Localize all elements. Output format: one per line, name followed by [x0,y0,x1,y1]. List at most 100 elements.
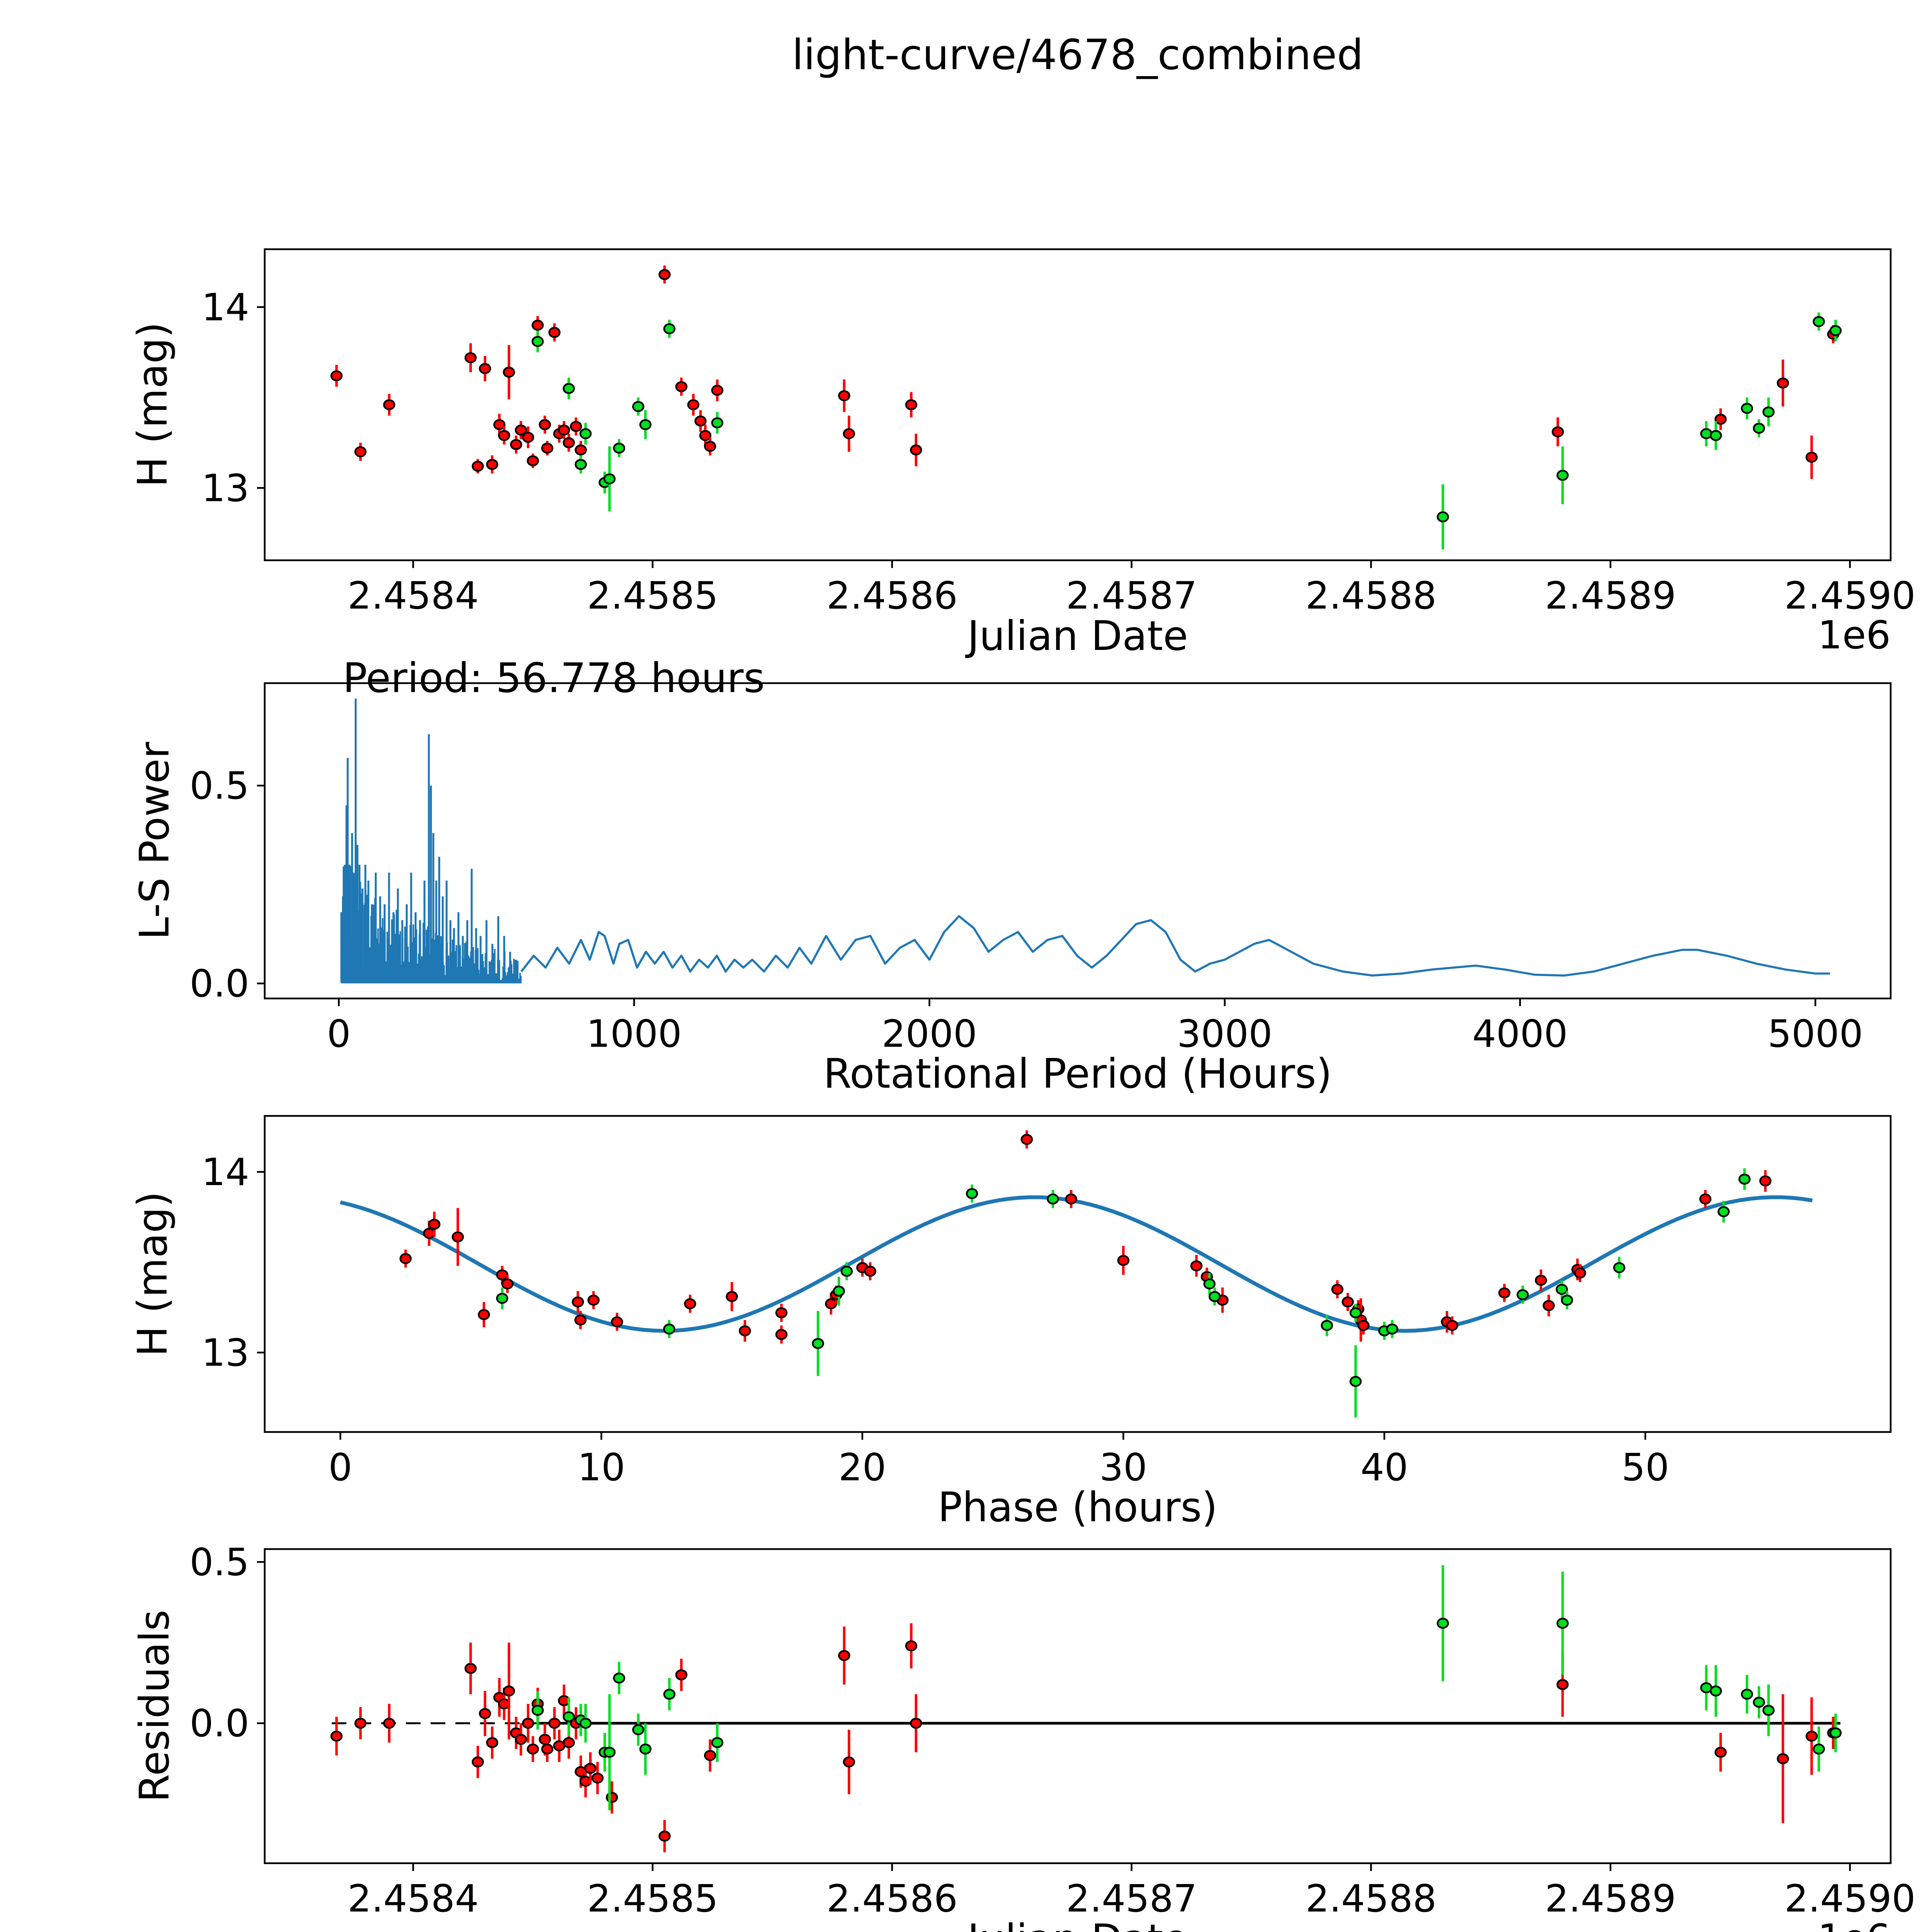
data-point-green [1437,511,1449,522]
data-point-green [1753,423,1765,434]
data-point-red [574,1314,587,1326]
data-point-green [1762,1705,1775,1716]
data-point-green [1762,406,1775,418]
data-point-green [579,428,592,439]
data-point-green [1516,1289,1529,1301]
data-point-red [1117,1255,1129,1266]
data-point-red [383,1718,396,1729]
data-point-green [1741,403,1753,414]
data-point-red [704,440,716,452]
data-point-green [575,459,587,470]
data-point-red [486,459,498,470]
data-point-green [1829,325,1842,336]
period-annotation: Period: 56.778 hours [343,655,765,702]
data-point-green [603,1747,616,1758]
data-point-red [527,1743,539,1755]
data-point-red [775,1329,788,1340]
x-tick-label: 1000 [587,1012,682,1056]
data-point-green [663,1689,676,1700]
panel2-spines [264,682,1892,1000]
data-point-green [613,1672,625,1684]
data-point-red [1759,1175,1772,1187]
data-point-green [812,1338,824,1349]
data-point-red [1065,1193,1077,1205]
x-tick-label: 2.4589 [1545,1877,1676,1920]
x-tick-label: 10 [578,1446,625,1489]
data-point-red [1498,1287,1511,1299]
data-point-green [1813,316,1825,327]
data-point-red [522,432,534,443]
data-point-green [1208,1291,1221,1302]
data-point-green [603,473,616,485]
data-point-red [1357,1320,1370,1331]
panel4-xlabel: Julian Date [967,1916,1188,1932]
data-point-red [464,1663,477,1674]
data-point-red [498,430,510,441]
data-point-green [1813,1743,1825,1755]
data-point-red [658,1830,671,1842]
x-tick-label: 2000 [882,1012,977,1056]
data-point-red [452,1231,464,1243]
data-point-red [558,424,570,436]
data-point-green [632,401,645,412]
data-point-red [1805,451,1818,463]
data-point-green [563,383,575,394]
data-point-green [966,1188,978,1199]
x-tick-label: 4000 [1472,1012,1568,1056]
y-tick-label: 0.0 [190,962,249,1005]
data-point-red [548,327,561,338]
data-point-red [591,1772,604,1784]
y-tick-label: 14 [202,1150,249,1194]
data-point-green [1561,1294,1573,1306]
data-point-red [905,1640,918,1651]
data-point-green [579,1718,592,1729]
data-point-green [711,417,724,429]
data-point-green [1203,1278,1216,1289]
data-point-red [486,1737,498,1748]
y-tick-label: 13 [202,1331,249,1374]
data-point-red [711,384,724,396]
panel1-ylabel: H (mag) [129,322,176,487]
data-point-green [639,1743,652,1755]
data-point-red [563,437,575,449]
panel2-ylabel: L-S Power [131,742,178,940]
data-point-green [1717,1206,1730,1217]
data-point-green [1700,428,1713,439]
data-point-red [775,1307,788,1318]
data-point-red [471,461,484,472]
panel2-xlabel: Rotational Period (Hours) [823,1050,1332,1097]
x-tick-label: 50 [1621,1446,1669,1489]
data-point-red [503,367,515,378]
data-point-red [423,1228,435,1239]
data-point-red [541,1743,554,1755]
data-point-red [658,269,671,280]
data-point-red [1535,1275,1547,1286]
x-tick-label: 5000 [1768,1012,1863,1056]
data-point-red [1556,1679,1569,1690]
panel4-x-offset: 1e6 [1818,1916,1891,1932]
x-tick-label: 2.4585 [587,1877,718,1920]
data-point-green [1349,1307,1362,1318]
data-point-red [1714,413,1727,425]
y-tick-label: 0.0 [190,1702,249,1745]
data-point-green [632,1724,645,1735]
data-point-green [1556,1284,1568,1295]
x-tick-label: 20 [838,1446,886,1489]
periodogram-peaks [342,698,517,983]
x-tick-label: 2.4585 [587,574,718,617]
y-tick-label: 14 [202,286,249,329]
x-tick-label: 0 [328,1446,352,1489]
data-point-red [584,1763,597,1774]
x-tick-label: 40 [1361,1446,1408,1489]
x-tick-label: 3000 [1177,1012,1272,1056]
data-point-red [910,1718,922,1729]
panel4-ylabel: Residuals [131,1609,178,1803]
data-point-green [531,1705,544,1716]
data-point-red [675,1669,688,1680]
panel4-spines [264,1548,1892,1864]
data-point-green [496,1293,509,1304]
data-point-red [910,444,922,456]
x-tick-label: 2.4587 [1066,1877,1197,1920]
